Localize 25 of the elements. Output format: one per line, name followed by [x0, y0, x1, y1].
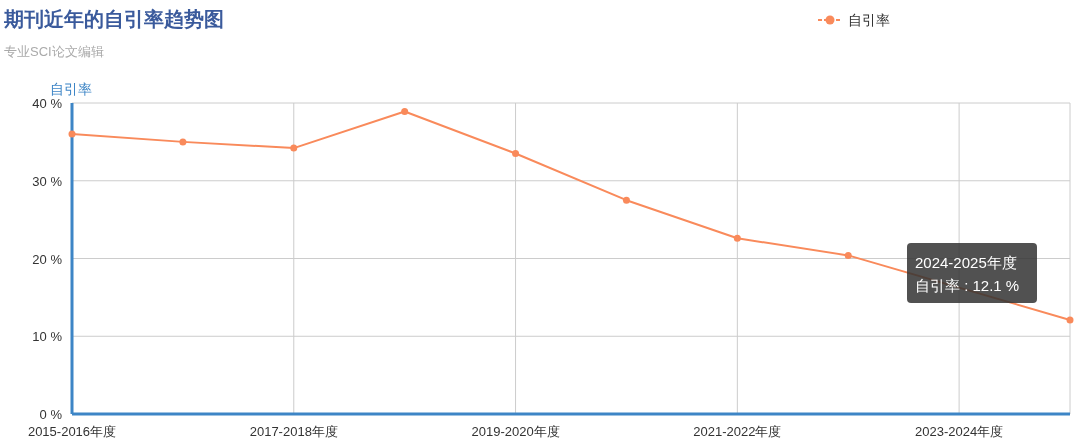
- annotation: 自引率 : 12.1 %: [915, 277, 1020, 294]
- annotation: 2024-2025年度: [915, 254, 1017, 271]
- x-tick-label: 2015-2016年度: [27, 424, 117, 439]
- y-tick-label: 20 %: [32, 251, 63, 267]
- point: [68, 130, 76, 138]
- y-tick-label: 30 %: [32, 173, 63, 189]
- y-axis-title: 自引率: [50, 81, 92, 97]
- x-tick-label: 2017-2018年度: [249, 424, 338, 439]
- point: [1066, 316, 1074, 324]
- x-tick-label: 2023-2024年度: [915, 424, 1004, 439]
- x-tick-label: 2021-2022年度: [693, 424, 782, 439]
- point: [401, 108, 409, 116]
- chart-subtitle: 专业SCI论文编辑: [4, 44, 104, 59]
- point: [512, 150, 520, 158]
- legend-label: 自引率: [848, 12, 890, 28]
- y-tick-label: 0 %: [39, 407, 63, 422]
- point: [622, 196, 630, 204]
- point: [179, 138, 187, 146]
- y-tick-label: 10 %: [32, 329, 63, 345]
- point: [733, 234, 741, 242]
- x-tick-label: 2019-2020年度: [471, 424, 560, 439]
- point: [290, 144, 298, 152]
- point: [844, 251, 852, 259]
- chart-title: 期刊近年的自引率趋势图: [3, 8, 224, 30]
- y-tick-label: 40 %: [32, 96, 63, 111]
